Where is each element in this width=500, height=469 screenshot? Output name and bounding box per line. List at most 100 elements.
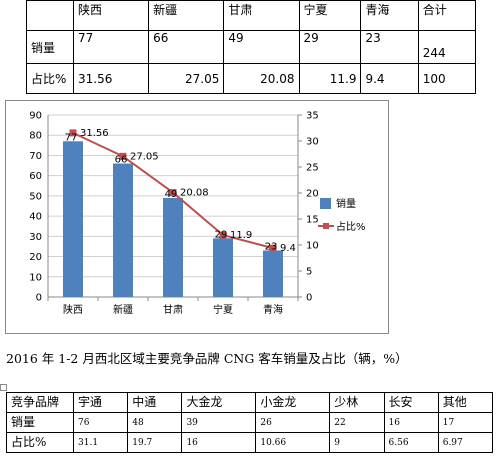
sales-by-province-table: 陕西 新疆 甘肃 宁夏 青海 合计 销量 77 66 49 29 23 244 … [26,0,477,94]
y-left-tick-label: 60 [29,171,42,182]
table-cell: 11.9 [298,63,362,94]
x-tick-label: 青海 [263,303,283,316]
legend-label: 销量 [336,197,356,210]
table-cell: 19.7 [127,432,183,453]
line-point [119,152,127,160]
line-data-label: 27.05 [130,151,159,162]
y-right-tick-label: 0 [306,293,312,304]
brand-sales-table: 竞争品牌 宇通 中通 大金龙 小金龙 少林 长安 其他 销量 76 48 39 … [6,392,494,453]
x-tick-label: 新疆 [113,303,133,316]
table-cell: 31.56 [72,63,150,94]
anchor-icon [0,384,7,391]
table-cell: 31.1 [72,432,129,453]
table-row: 销量 76 48 39 26 22 16 17 [6,412,494,433]
table-cell: 48 [127,412,183,433]
table-cell: 9 [329,432,385,453]
y-left-tick-label: 20 [29,252,42,263]
y-left-tick-label: 0 [36,293,42,304]
table-cell: 49 [223,30,300,64]
y-right-tick-label: 35 [306,111,319,122]
table-cell: 10.66 [255,432,331,453]
x-tick-label: 宁夏 [213,303,233,316]
bar-data-label: 29 [215,229,228,240]
y-right-tick-label: 30 [306,137,319,148]
chart-svg: 0 10 20 30 40 50 60 70 80 90 0 5 10 15 20 25 30 35 陕西 新疆 甘肃 宁… [29,111,366,317]
table-row: 占比% 31.56 27.05 20.08 11.9 9.4 100 [26,63,477,94]
table-caption: 2016 年 1-2 月西北区域主要竞争品牌 CNG 客车销量及占比（辆，%） [6,351,408,366]
y-right-tick-label: 15 [306,215,319,226]
line-point [69,129,77,137]
line-point [169,189,177,197]
table-cell [26,0,74,31]
table-cell: 青海 [360,0,419,31]
table-cell: 77 [72,30,150,64]
bar-data-label: 49 [165,189,178,200]
table-row: 销量 77 66 49 29 23 244 [26,30,477,64]
bar-data-label: 77 [65,132,78,143]
table-cell: 竞争品牌 [6,392,74,413]
y-right-tick-label: 10 [306,241,319,252]
y-left-tick-label: 10 [29,272,42,283]
table-cell: 销量 [26,30,74,64]
table-cell: 陕西 [72,0,150,31]
table-cell: 76 [72,412,129,433]
table-cell: 22 [329,412,385,433]
y-right-tick-label: 5 [306,267,312,278]
table-cell: 16 [383,412,439,433]
table-cell: 16 [181,432,257,453]
table-cell: 大金龙 [181,392,257,413]
table-header-row: 竞争品牌 宇通 中通 大金龙 小金龙 少林 长安 其他 [6,392,494,413]
table-cell: 244 [417,30,477,64]
table-cell: 宁夏 [298,0,362,31]
table-cell: 23 [360,30,419,64]
table-cell: 6.56 [383,432,439,453]
table-cell: 长安 [383,392,439,413]
table-header-row: 陕西 新疆 甘肃 宁夏 青海 合计 [26,0,477,31]
bar [113,163,133,297]
table-cell: 中通 [127,392,183,413]
line-data-label: 20.08 [180,188,209,199]
table-cell: 6.97 [437,432,494,453]
table-row: 占比% 31.1 19.7 16 10.66 9 6.56 6.97 [6,432,494,453]
table-cell: 39 [181,412,257,433]
legend-label: 占比% [336,220,366,233]
line-point [269,244,277,252]
legend-swatch-marker [323,223,329,229]
line-point [219,231,227,239]
y-left-tick-label: 30 [29,232,42,243]
bar-data-label: 66 [115,155,128,166]
table-cell: 合计 [417,0,477,31]
table-cell: 销量 [6,412,74,433]
table-cell: 27.05 [148,63,225,94]
y-left-tick-label: 90 [29,111,42,122]
table-cell: 小金龙 [255,392,331,413]
y-left-tick-label: 50 [29,191,42,202]
x-tick-label: 甘肃 [163,303,183,316]
table-cell: 20.08 [223,63,300,94]
bar [163,197,183,297]
line-data-label: 11.9 [230,230,252,241]
y-right-tick-label: 20 [306,189,319,200]
bar [213,238,233,297]
table-cell: 29 [298,30,362,64]
combo-chart: 0 10 20 30 40 50 60 70 80 90 0 5 10 15 20 25 30 35 陕西 新疆 甘肃 宁… [5,100,389,334]
table-cell: 宇通 [72,392,129,413]
table-cell: 9.4 [360,63,419,94]
y-left-tick-label: 80 [29,131,42,142]
line-data-label: 9.4 [280,243,296,254]
legend-swatch-bar [320,198,331,209]
table-cell: 其他 [437,392,494,413]
line-data-label: 31.56 [80,128,109,139]
y-left-tick-label: 70 [29,151,42,162]
table-cell: 26 [255,412,331,433]
bar-data-label: 23 [265,241,278,252]
bar [63,141,83,297]
table-cell: 新疆 [148,0,225,31]
table-cell: 66 [148,30,225,64]
table-cell: 甘肃 [223,0,300,31]
table-cell: 少林 [329,392,385,413]
y-right-tick-label: 25 [306,163,319,174]
x-tick-label: 陕西 [63,303,83,316]
table-cell: 占比% [26,63,74,94]
y-left-tick-label: 40 [29,212,42,223]
